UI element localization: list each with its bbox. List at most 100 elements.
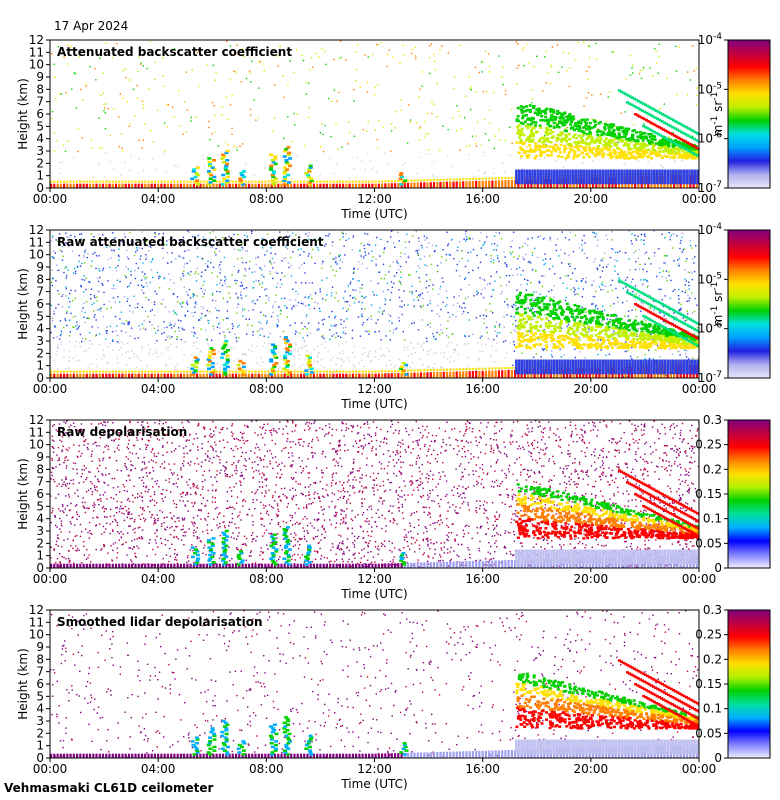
x-tick-label: 00:00 — [682, 762, 717, 776]
y-tick-label: 9 — [36, 260, 44, 274]
panel-2 — [46, 229, 700, 382]
x-tick-label: 00:00 — [33, 192, 68, 206]
x-tick-label: 04:00 — [141, 192, 176, 206]
x-axis-title: Time (UTC) — [340, 587, 407, 601]
y-tick-label: 1 — [36, 739, 44, 753]
y-tick-label: 4 — [36, 322, 44, 336]
y-tick-label: 8 — [36, 462, 44, 476]
y-tick-label: 2 — [36, 726, 44, 740]
colorbar — [727, 39, 771, 189]
y-tick-label: 2 — [36, 346, 44, 360]
y-tick-label: 2 — [36, 536, 44, 550]
y-tick-label: 1 — [36, 359, 44, 373]
y-tick-label: 7 — [36, 285, 44, 299]
panel-title: Smoothed lidar depolarisation — [57, 615, 263, 629]
panel-title: Raw depolarisation — [57, 425, 187, 439]
x-tick-label: 00:00 — [682, 382, 717, 396]
y-tick-label: 11 — [29, 235, 44, 249]
x-tick-label: 00:00 — [33, 382, 68, 396]
x-tick-label: 12:00 — [357, 762, 392, 776]
y-tick-label: 3 — [36, 524, 44, 538]
x-tick-label: 00:00 — [33, 572, 68, 586]
x-tick-label: 12:00 — [357, 192, 392, 206]
y-tick-label: 6 — [36, 297, 44, 311]
colorbar-tick-label: 10-7 — [698, 370, 722, 385]
panel-3 — [46, 419, 700, 572]
x-tick-label: 16:00 — [465, 382, 500, 396]
heatmap-field — [50, 610, 699, 758]
y-tick-label: 3 — [36, 334, 44, 348]
x-tick-label: 00:00 — [682, 192, 717, 206]
x-tick-label: 16:00 — [465, 572, 500, 586]
colorbar-tick-label: 0.15 — [695, 487, 722, 501]
y-axis-title: Height (km) — [16, 458, 30, 529]
y-tick-label: 10 — [29, 438, 44, 452]
x-tick-label: 04:00 — [141, 382, 176, 396]
colorbar-tick-label: 0 — [714, 561, 722, 575]
x-tick-label: 00:00 — [682, 572, 717, 586]
colorbar-tick-label: 10-6 — [698, 131, 723, 146]
colorbar-tick-label: 10-7 — [698, 180, 722, 195]
x-tick-label: 20:00 — [574, 382, 609, 396]
colorbar-tick-label: 10-4 — [698, 32, 723, 47]
colorbar-tick-label: 0.05 — [695, 726, 722, 740]
y-tick-label: 8 — [36, 272, 44, 286]
colorbar-tick-label: 0.1 — [703, 702, 722, 716]
x-tick-label: 16:00 — [465, 192, 500, 206]
y-tick-label: 7 — [36, 665, 44, 679]
y-tick-label: 9 — [36, 640, 44, 654]
colorbar-unit: m-1 sr-1 — [710, 282, 725, 327]
y-tick-label: 8 — [36, 82, 44, 96]
x-tick-label: 08:00 — [249, 382, 284, 396]
x-axis-title: Time (UTC) — [340, 207, 407, 221]
y-tick-label: 4 — [36, 702, 44, 716]
x-tick-label: 08:00 — [249, 572, 284, 586]
x-axis-title: Time (UTC) — [340, 397, 407, 411]
y-tick-label: 6 — [36, 677, 44, 691]
y-axis-title: Height (km) — [16, 78, 30, 149]
y-tick-label: 3 — [36, 714, 44, 728]
x-tick-label: 08:00 — [249, 762, 284, 776]
y-tick-label: 11 — [29, 45, 44, 59]
plot-area — [50, 40, 699, 188]
y-tick-label: 0 — [36, 561, 44, 575]
y-tick-label: 10 — [29, 58, 44, 72]
colorbar — [727, 419, 771, 569]
x-tick-label: 00:00 — [33, 762, 68, 776]
y-tick-label: 6 — [36, 487, 44, 501]
y-tick-label: 5 — [36, 689, 44, 703]
y-tick-label: 10 — [29, 248, 44, 262]
colorbar — [727, 229, 771, 379]
x-tick-label: 04:00 — [141, 762, 176, 776]
x-tick-label: 20:00 — [574, 762, 609, 776]
y-tick-label: 11 — [29, 425, 44, 439]
colorbar-tick-label: 0.2 — [703, 652, 722, 666]
y-tick-label: 2 — [36, 156, 44, 170]
y-tick-label: 7 — [36, 475, 44, 489]
x-tick-label: 20:00 — [574, 572, 609, 586]
x-tick-label: 04:00 — [141, 572, 176, 586]
x-tick-label: 12:00 — [357, 382, 392, 396]
y-tick-label: 8 — [36, 652, 44, 666]
y-tick-label: 5 — [36, 309, 44, 323]
colorbar-tick-label: 0.2 — [703, 462, 722, 476]
x-tick-label: 20:00 — [574, 192, 609, 206]
colorbar-tick-label: 0.1 — [703, 512, 722, 526]
x-tick-label: 16:00 — [465, 762, 500, 776]
y-tick-label: 5 — [36, 119, 44, 133]
y-tick-label: 10 — [29, 628, 44, 642]
heatmap-field — [50, 40, 699, 188]
colorbar-unit: m-1 sr-1 — [710, 92, 725, 137]
colorbar-tick-label: 10-5 — [698, 81, 722, 96]
y-axis-title: Height (km) — [16, 268, 30, 339]
y-tick-label: 4 — [36, 132, 44, 146]
colorbar-tick-label: 0.25 — [695, 438, 722, 452]
y-tick-label: 1 — [36, 169, 44, 183]
y-tick-label: 9 — [36, 450, 44, 464]
x-axis-title: Time (UTC) — [340, 777, 407, 791]
plot-area — [50, 610, 699, 758]
colorbar — [727, 609, 771, 759]
y-tick-label: 6 — [36, 107, 44, 121]
y-tick-label: 7 — [36, 95, 44, 109]
colorbar-tick-label: 0.3 — [703, 413, 722, 427]
